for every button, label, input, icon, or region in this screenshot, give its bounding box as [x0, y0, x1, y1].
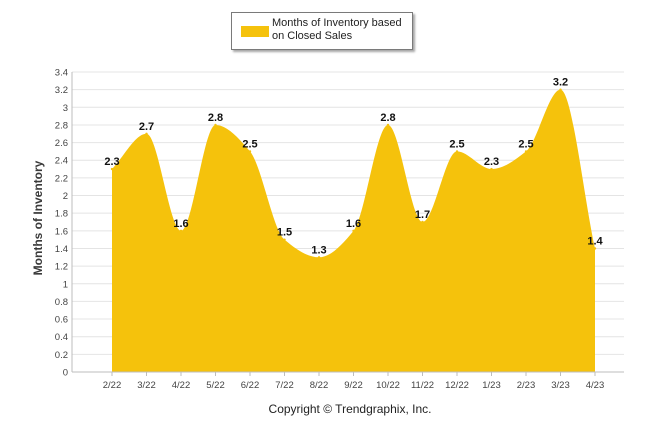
x-tick-label: 5/22 — [206, 380, 225, 391]
x-tick-label: 8/22 — [310, 380, 329, 391]
x-tick-label: 4/22 — [172, 380, 191, 391]
legend-swatch — [241, 26, 269, 37]
area-series — [110, 88, 597, 372]
data-point — [524, 150, 528, 153]
data-label: 1.6 — [346, 218, 361, 230]
data-point — [248, 150, 252, 153]
data-point — [283, 238, 286, 241]
y-tick-label: 3.4 — [55, 68, 68, 79]
y-tick-label: 0.8 — [55, 297, 68, 308]
data-label: 2.8 — [380, 112, 395, 124]
y-tick-label: 2.4 — [55, 156, 68, 167]
data-point — [421, 220, 424, 224]
data-point — [455, 150, 459, 153]
data-label: 1.5 — [277, 227, 292, 239]
y-tick-label: 0.6 — [55, 315, 68, 326]
x-tick-label: 2/23 — [517, 380, 536, 391]
y-tick-label: 2.6 — [55, 138, 68, 149]
x-tick-label: 6/22 — [241, 380, 260, 391]
x-tick-label: 12/22 — [445, 380, 469, 391]
x-tick-label: 10/22 — [376, 380, 400, 391]
data-label: 2.5 — [242, 138, 257, 150]
x-tick-label: 7/22 — [275, 380, 294, 391]
y-tick-label: 3.2 — [55, 85, 68, 96]
data-point — [386, 123, 390, 127]
y-tick-label: 1 — [63, 279, 68, 290]
data-point — [145, 132, 148, 135]
y-tick-labels: 0 0.2 0.4 0.6 0.8 1 1.2 1.4 1.6 1.8 2 2.2 2.4 2.6 2.8 3… — [55, 68, 68, 379]
data-label: 1.3 — [311, 244, 326, 256]
data-point — [214, 123, 217, 127]
y-tick-label: 3 — [63, 103, 68, 114]
y-tick-label: 2 — [63, 191, 68, 202]
x-tick-labels: 2/22 3/22 4/22 5/22 6/22 7/22 8/22 9/22 10/22 11/… — [103, 372, 605, 391]
data-point — [352, 229, 355, 233]
y-tick-label: 1.2 — [55, 262, 68, 273]
data-label: 2.8 — [208, 112, 223, 124]
data-label: 2.7 — [139, 121, 154, 133]
y-tick-label: 0 — [63, 368, 68, 379]
y-tick-label: 1.8 — [55, 209, 68, 220]
data-label: 1.6 — [173, 218, 188, 230]
data-labels: 2.3 2.7 1.6 2.8 2.5 1.5 1.3 1.6 2.8 1.7 2.5 2.3 2.5 3… — [104, 77, 603, 257]
data-point — [317, 256, 321, 259]
x-tick-label: 1/23 — [482, 380, 501, 391]
x-tick-label: 11/22 — [411, 380, 434, 391]
y-tick-label: 0.4 — [55, 332, 68, 343]
area-fill — [112, 89, 595, 372]
legend-label: Months of Inventory based on Closed Sale… — [272, 17, 402, 42]
data-label: 3.2 — [553, 77, 568, 89]
data-point — [593, 247, 597, 250]
data-label: 2.3 — [104, 156, 119, 168]
x-tick-label: 2/22 — [103, 380, 122, 391]
legend: Months of Inventory based on Closed Sale… — [231, 12, 413, 50]
y-tick-label: 2.2 — [55, 173, 68, 184]
axes — [71, 72, 624, 373]
data-point — [490, 167, 493, 171]
data-label: 2.5 — [518, 138, 533, 150]
y-axis-title: Months of Inventory — [31, 160, 45, 276]
data-point — [179, 229, 183, 233]
data-label: 2.5 — [449, 138, 464, 150]
copyright-text: Copyright © Trendgraphix, Inc. — [268, 402, 432, 416]
data-label: 2.3 — [484, 156, 499, 168]
x-tick-label: 9/22 — [344, 380, 363, 391]
data-label: 1.7 — [415, 209, 430, 221]
x-tick-label: 3/22 — [137, 380, 156, 391]
x-tick-label: 3/23 — [551, 380, 570, 391]
data-point — [559, 88, 562, 91]
data-label: 1.4 — [587, 235, 603, 247]
y-tick-label: 2.8 — [55, 120, 68, 131]
x-tick-label: 4/23 — [586, 380, 605, 391]
y-tick-label: 0.2 — [55, 350, 68, 361]
y-tick-label: 1.4 — [55, 244, 68, 255]
data-point — [110, 167, 114, 171]
y-tick-label: 1.6 — [55, 226, 68, 237]
